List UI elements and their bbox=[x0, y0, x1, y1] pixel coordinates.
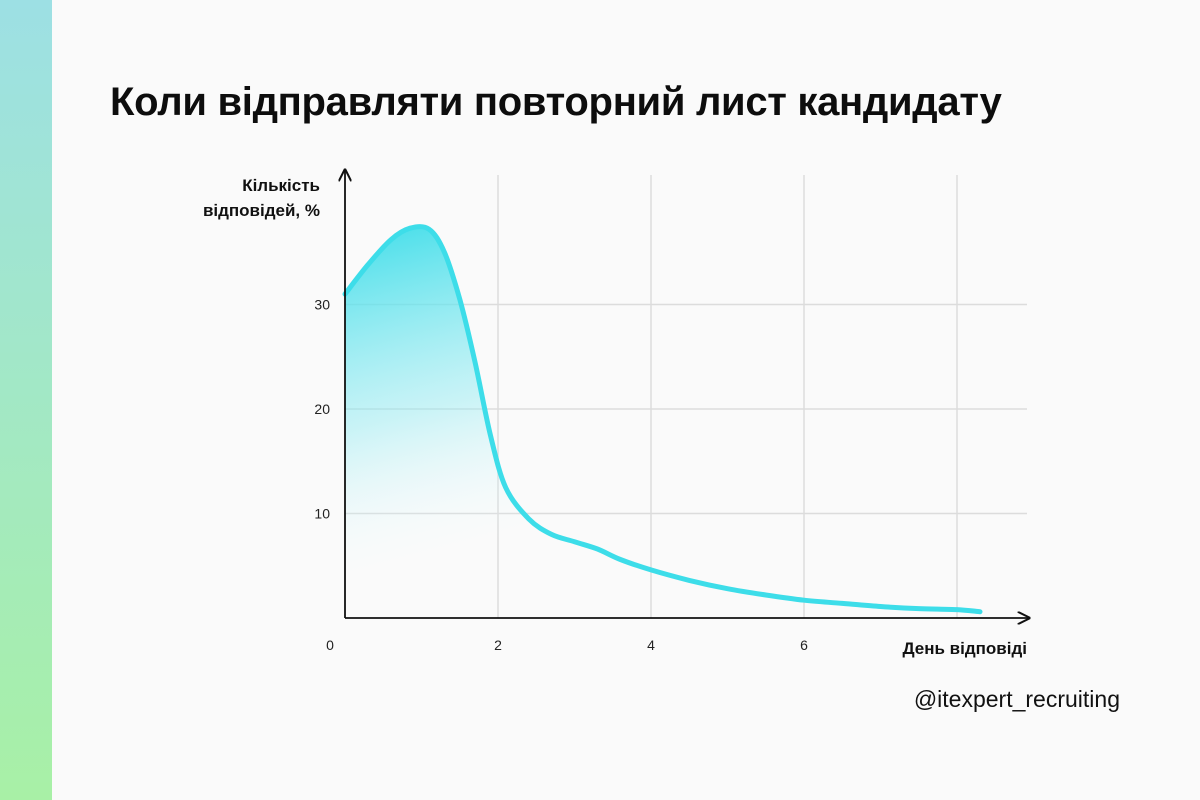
x-axis-label: День відповіді bbox=[902, 639, 1027, 658]
y-axis-label-line-2: відповідей, % bbox=[203, 201, 320, 220]
y-axis-label-line-1: Кількість bbox=[242, 176, 320, 195]
y-tick-label: 10 bbox=[314, 506, 330, 522]
social-handle: @itexpert_recruiting bbox=[913, 686, 1120, 712]
y-tick-label: 30 bbox=[314, 297, 330, 313]
decorative-gradient-band bbox=[0, 0, 52, 800]
page-title: Коли відправляти повторний лист кандидат… bbox=[110, 80, 1002, 124]
x-tick-label: 2 bbox=[494, 637, 502, 653]
tick-labels: 0 2 4 6 10 20 30 bbox=[314, 297, 808, 654]
area-fill bbox=[345, 226, 980, 618]
y-tick-label: 20 bbox=[314, 401, 330, 417]
x-tick-label: 6 bbox=[800, 637, 808, 653]
x-tick-label: 4 bbox=[647, 637, 655, 653]
x-tick-label: 0 bbox=[326, 637, 334, 653]
series-line bbox=[342, 224, 983, 615]
